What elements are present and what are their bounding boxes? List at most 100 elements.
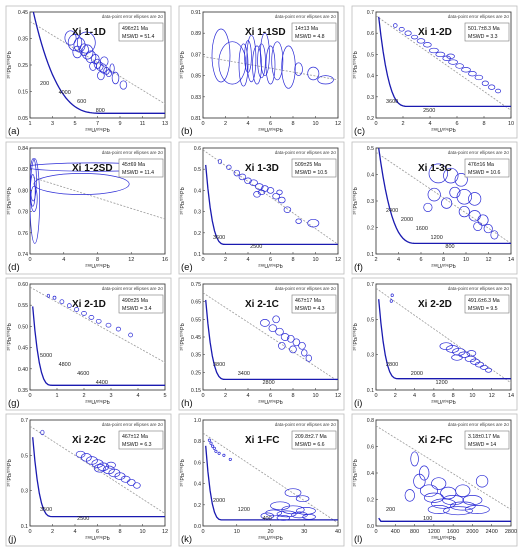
error-ellipse (266, 187, 275, 194)
x-tick-label: 10 (312, 257, 318, 263)
y-axis-label: ²⁰⁷Pb/²⁰⁶Pb (352, 323, 359, 350)
error-ellipse (97, 71, 105, 81)
mswd-value: MSWD = 6.3 (122, 442, 152, 448)
error-ellipse (52, 295, 57, 300)
error-ellipse (30, 158, 40, 244)
y-axis-label: ²⁰⁷Pb/²⁰⁶Pb (179, 51, 186, 78)
y-tick-label: 0.78 (18, 210, 28, 216)
error-ellipse (218, 41, 247, 85)
y-axis-label: ²⁰⁷Pb/²⁰⁶Pb (352, 459, 359, 486)
x-tick-label: 10 (469, 393, 475, 399)
x-tick-label: 16 (162, 257, 168, 263)
y-tick-label: 0.15 (18, 90, 28, 96)
x-tick-label: 1600 (447, 529, 459, 535)
y-tick-label: 0.40 (18, 367, 28, 373)
plot-content (30, 286, 165, 386)
x-tick-label: 1200 (428, 529, 440, 535)
x-tick-label: 11 (140, 121, 146, 127)
x-tick-label: 20 (267, 529, 273, 535)
error-ellipse (222, 453, 226, 457)
y-tick-label: 0.85 (191, 74, 201, 80)
x-tick-label: 8 (452, 393, 455, 399)
x-tick-label: 12 (335, 257, 341, 263)
ellipse-note: data-point error ellipses are 2σ (102, 14, 164, 19)
concordia-age-label: 600 (77, 99, 86, 105)
concordia-age-label: 3500 (40, 507, 52, 513)
error-ellipse (490, 230, 499, 240)
error-ellipse (301, 349, 308, 357)
age-value: 467±12 Ma (122, 434, 148, 440)
age-box (291, 294, 337, 314)
x-tick-label: 8 (482, 121, 485, 127)
x-tick-label: 1 (55, 393, 58, 399)
regression-line (30, 21, 165, 105)
ellipse-note: data-point error ellipses are 2σ (275, 422, 337, 427)
x-axis-label: ²³⁸U/²⁰⁶Pb (258, 399, 283, 406)
y-tick-label: 0.05 (18, 116, 28, 122)
age-value: 509±25 Ma (295, 162, 321, 168)
x-tick-label: 6 (269, 393, 272, 399)
x-axis-label: ²³⁸U/²⁰⁶Pb (85, 399, 110, 406)
error-ellipse (474, 74, 484, 81)
error-ellipse (302, 514, 316, 520)
x-axis-label: ²³⁸U/²⁰⁶Pb (258, 535, 283, 542)
error-ellipse (260, 319, 270, 327)
chart-panel: 5000 4800 4600 4400 0 1 2 3 4 5 0.35 0.40 0.45 0.50 0.… (5, 277, 172, 411)
error-ellipse (470, 358, 480, 365)
y-tick-label: 0.5 (194, 167, 201, 173)
error-ellipse (441, 197, 453, 209)
chart-panel: 2800 2000 1200 0 2 4 6 8 10 12 14 0.1 0.3 0.5 0.7 ²³⁸U/… (351, 277, 518, 411)
x-tick-label: 3 (109, 393, 112, 399)
ellipse-note: data-point error ellipses are 2σ (448, 422, 510, 427)
x-tick-label: 4 (413, 393, 416, 399)
concordia-age-label: 5000 (40, 353, 52, 359)
error-ellipse (451, 354, 463, 361)
error-ellipse (423, 42, 432, 48)
regression-line (203, 56, 338, 81)
error-ellipse (81, 311, 87, 316)
age-box (464, 22, 510, 42)
error-ellipse (99, 56, 109, 67)
x-tick-label: 10 (463, 257, 469, 263)
y-tick-label: 0.83 (191, 95, 201, 101)
error-ellipse (389, 299, 393, 303)
concordia-age-label: 2000 (213, 498, 225, 504)
x-tick-label: 12 (162, 529, 168, 535)
error-ellipse (481, 80, 489, 86)
y-tick-label: 0.8 (194, 439, 201, 445)
ellipse-note: data-point error ellipses are 2σ (448, 286, 510, 291)
panel-title: Xi 1-3D (245, 163, 279, 174)
y-tick-label: 0.15 (191, 388, 201, 394)
panel-letter: (g) (8, 398, 20, 409)
y-tick-label: 0.35 (18, 37, 28, 43)
x-tick-label: 0 (201, 121, 204, 127)
y-tick-label: 0.82 (18, 167, 28, 173)
x-axis-label: ²³⁸U/²⁰⁶Pb (431, 535, 456, 542)
chart-panel: 3600 2500 0 2 4 6 8 10 0.2 0.3 0.4 0.5 0.6 0.7 ²³⁸U/²⁰… (351, 5, 518, 139)
ellipse-note: data-point error ellipses are 2σ (102, 286, 164, 291)
error-ellipse (466, 350, 477, 357)
error-ellipse (429, 47, 439, 54)
y-tick-label: 0.0 (194, 524, 201, 530)
y-tick-label: 0.3 (367, 353, 374, 359)
error-ellipse (404, 489, 415, 502)
mswd-value: MSWD = 11.4 (122, 170, 154, 176)
y-tick-label: 0.6 (367, 445, 374, 451)
concordia-age-label: 800 (445, 244, 454, 250)
error-ellipse (480, 364, 488, 370)
y-tick-label: 0.2 (367, 498, 374, 504)
mswd-value: MSWD = 3.3 (468, 34, 498, 40)
panel-letter: (h) (181, 398, 193, 409)
x-tick-label: 4 (246, 121, 249, 127)
x-tick-label: 2 (374, 257, 377, 263)
error-ellipse (455, 63, 464, 69)
error-ellipse (89, 61, 97, 71)
error-ellipse (458, 205, 470, 218)
error-ellipse (390, 293, 394, 298)
error-ellipse (91, 54, 100, 65)
concordia-curve (378, 16, 511, 108)
x-tick-label: 8 (291, 257, 294, 263)
error-ellipse (275, 327, 284, 336)
error-ellipse (475, 474, 489, 488)
x-tick-label: 2 (401, 121, 404, 127)
